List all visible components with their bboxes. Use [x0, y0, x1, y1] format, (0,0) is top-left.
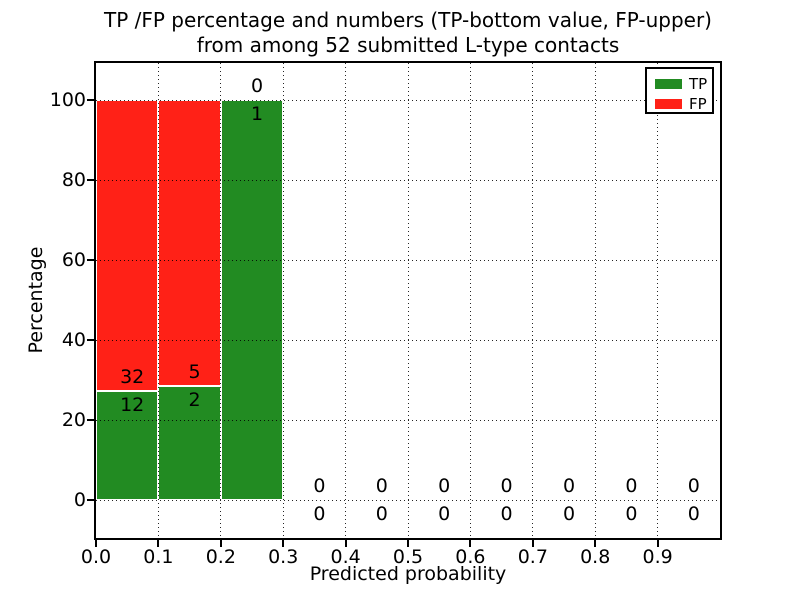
y-tick-mark — [87, 259, 94, 262]
x-tick-mark — [344, 540, 347, 547]
x-tick-mark — [594, 540, 597, 547]
y-tick-mark — [87, 499, 94, 502]
gridline-vertical — [594, 63, 596, 538]
x-tick-label: 0.0 — [80, 546, 112, 568]
y-tick-mark — [87, 179, 94, 182]
chart-title-line1: TP /FP percentage and numbers (TP-bottom… — [104, 8, 712, 32]
x-tick-label: 0.3 — [268, 546, 299, 568]
fp-count-label: 0 — [250, 75, 264, 98]
y-tick-label: 20 — [61, 409, 86, 432]
tp-count-label: 0 — [438, 503, 451, 526]
gridline-vertical — [532, 63, 534, 538]
x-tick-mark — [656, 540, 659, 547]
x-tick-label: 0.2 — [205, 546, 236, 568]
y-tick-label: 60 — [61, 249, 86, 272]
x-tick-label: 0.6 — [455, 546, 486, 568]
chart-title: TP /FP percentage and numbers (TP-bottom… — [96, 8, 720, 58]
x-tick-mark — [407, 540, 409, 547]
plot-area: 32 12 5 2 0 1 0 0 0 0 0 0 0 0 0 0 0 0 0 0 — [94, 61, 722, 540]
y-axis-label: Percentage — [25, 246, 47, 354]
fp-count-label: 32 — [120, 365, 145, 388]
y-tick-mark — [87, 99, 94, 102]
gridline-vertical — [282, 63, 284, 538]
y-tick-label: 0 — [73, 489, 86, 512]
fp-count-label: 0 — [375, 475, 388, 498]
gridline-vertical — [469, 63, 471, 538]
tp-count-label: 0 — [500, 503, 513, 526]
y-tick-label: 100 — [49, 89, 86, 112]
tp-count-label: 0 — [313, 503, 326, 526]
x-tick-label: 0.8 — [580, 546, 611, 568]
gridline-vertical — [157, 63, 159, 538]
legend: TP FP — [645, 67, 714, 114]
legend-swatch-fp — [655, 99, 682, 109]
bar-tp-segment — [158, 385, 221, 500]
legend-item-fp: FP — [655, 95, 708, 113]
bar-fp-segment — [96, 100, 159, 391]
legend-label-tp: TP — [689, 75, 708, 93]
bar-tp-segment — [220, 100, 284, 500]
x-tick-mark — [469, 540, 472, 547]
y-tick-mark — [87, 419, 94, 422]
fp-count-label: 0 — [625, 475, 638, 498]
tp-count-label: 2 — [188, 388, 201, 411]
bar-fp-segment — [158, 100, 221, 386]
x-tick-mark — [531, 540, 534, 547]
x-axis-label: Predicted probability — [309, 563, 507, 585]
tp-count-label: 0 — [687, 503, 700, 526]
fp-count-label: 5 — [188, 360, 201, 383]
gridline-vertical — [345, 63, 347, 538]
fp-count-label: 0 — [438, 475, 451, 498]
x-tick-label: 0.4 — [330, 546, 361, 568]
x-tick-label: 0.7 — [517, 546, 548, 568]
x-tick-mark — [282, 540, 285, 547]
tp-count-label: 12 — [120, 393, 145, 416]
tp-count-label: 0 — [625, 503, 638, 526]
x-tick-mark — [219, 540, 222, 547]
y-tick-label: 40 — [61, 329, 86, 352]
y-tick-mark — [87, 339, 94, 342]
legend-swatch-tp — [655, 79, 682, 89]
y-tick-label: 80 — [61, 169, 86, 192]
x-tick-mark — [95, 540, 97, 547]
gridline-vertical — [407, 63, 409, 538]
tp-count-label: 1 — [250, 103, 264, 126]
fp-count-label: 0 — [562, 475, 576, 498]
legend-item-tp: TP — [655, 75, 708, 93]
chart-title-line2: from among 52 submitted L-type contacts — [196, 33, 620, 57]
x-tick-label: 0.9 — [642, 546, 673, 568]
bar-tp-segment — [96, 390, 159, 500]
x-tick-label: 0.5 — [392, 546, 424, 568]
fp-count-label: 0 — [313, 475, 326, 498]
tp-count-label: 0 — [375, 503, 388, 526]
gridline-vertical — [220, 63, 222, 538]
gridline-vertical — [657, 63, 659, 538]
fp-count-label: 0 — [500, 475, 513, 498]
x-tick-label: 0.1 — [143, 546, 174, 568]
legend-label-fp: FP — [689, 95, 707, 113]
tp-count-label: 0 — [562, 503, 576, 526]
x-tick-mark — [157, 540, 160, 547]
fp-count-label: 0 — [687, 475, 700, 498]
